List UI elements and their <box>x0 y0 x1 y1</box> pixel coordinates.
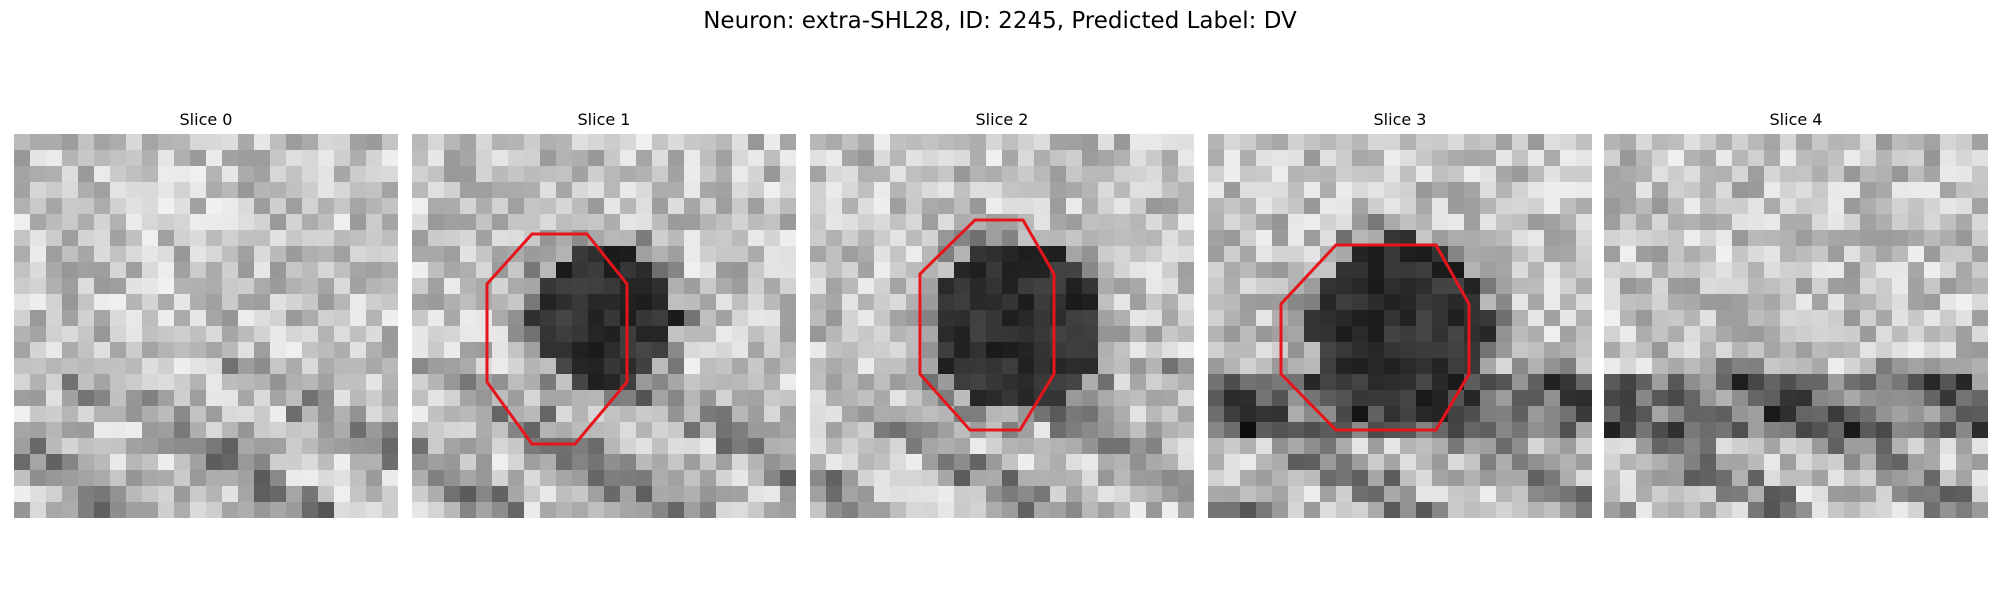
slice-image <box>1604 134 1988 518</box>
slice-title: Slice 0 <box>179 110 233 129</box>
micrograph-pixels <box>1208 134 1592 518</box>
slice-image <box>810 134 1194 518</box>
slice-title: Slice 2 <box>975 110 1029 129</box>
micrograph-pixels <box>412 134 796 518</box>
slice-image <box>14 134 398 518</box>
figure-title: Neuron: extra-SHL28, ID: 2245, Predicted… <box>703 8 1297 34</box>
micrograph-pixels <box>1604 134 1988 518</box>
slice-title: Slice 3 <box>1373 110 1427 129</box>
segmentation-outline <box>485 232 629 446</box>
micrograph-pixels <box>14 134 398 518</box>
micrograph-pixels <box>810 134 1194 518</box>
slice-title: Slice 1 <box>577 110 631 129</box>
slice-image <box>412 134 796 518</box>
segmentation-outline <box>918 218 1056 432</box>
slice-image <box>1208 134 1592 518</box>
segmentation-outline <box>1279 243 1471 432</box>
slice-title: Slice 4 <box>1769 110 1823 129</box>
